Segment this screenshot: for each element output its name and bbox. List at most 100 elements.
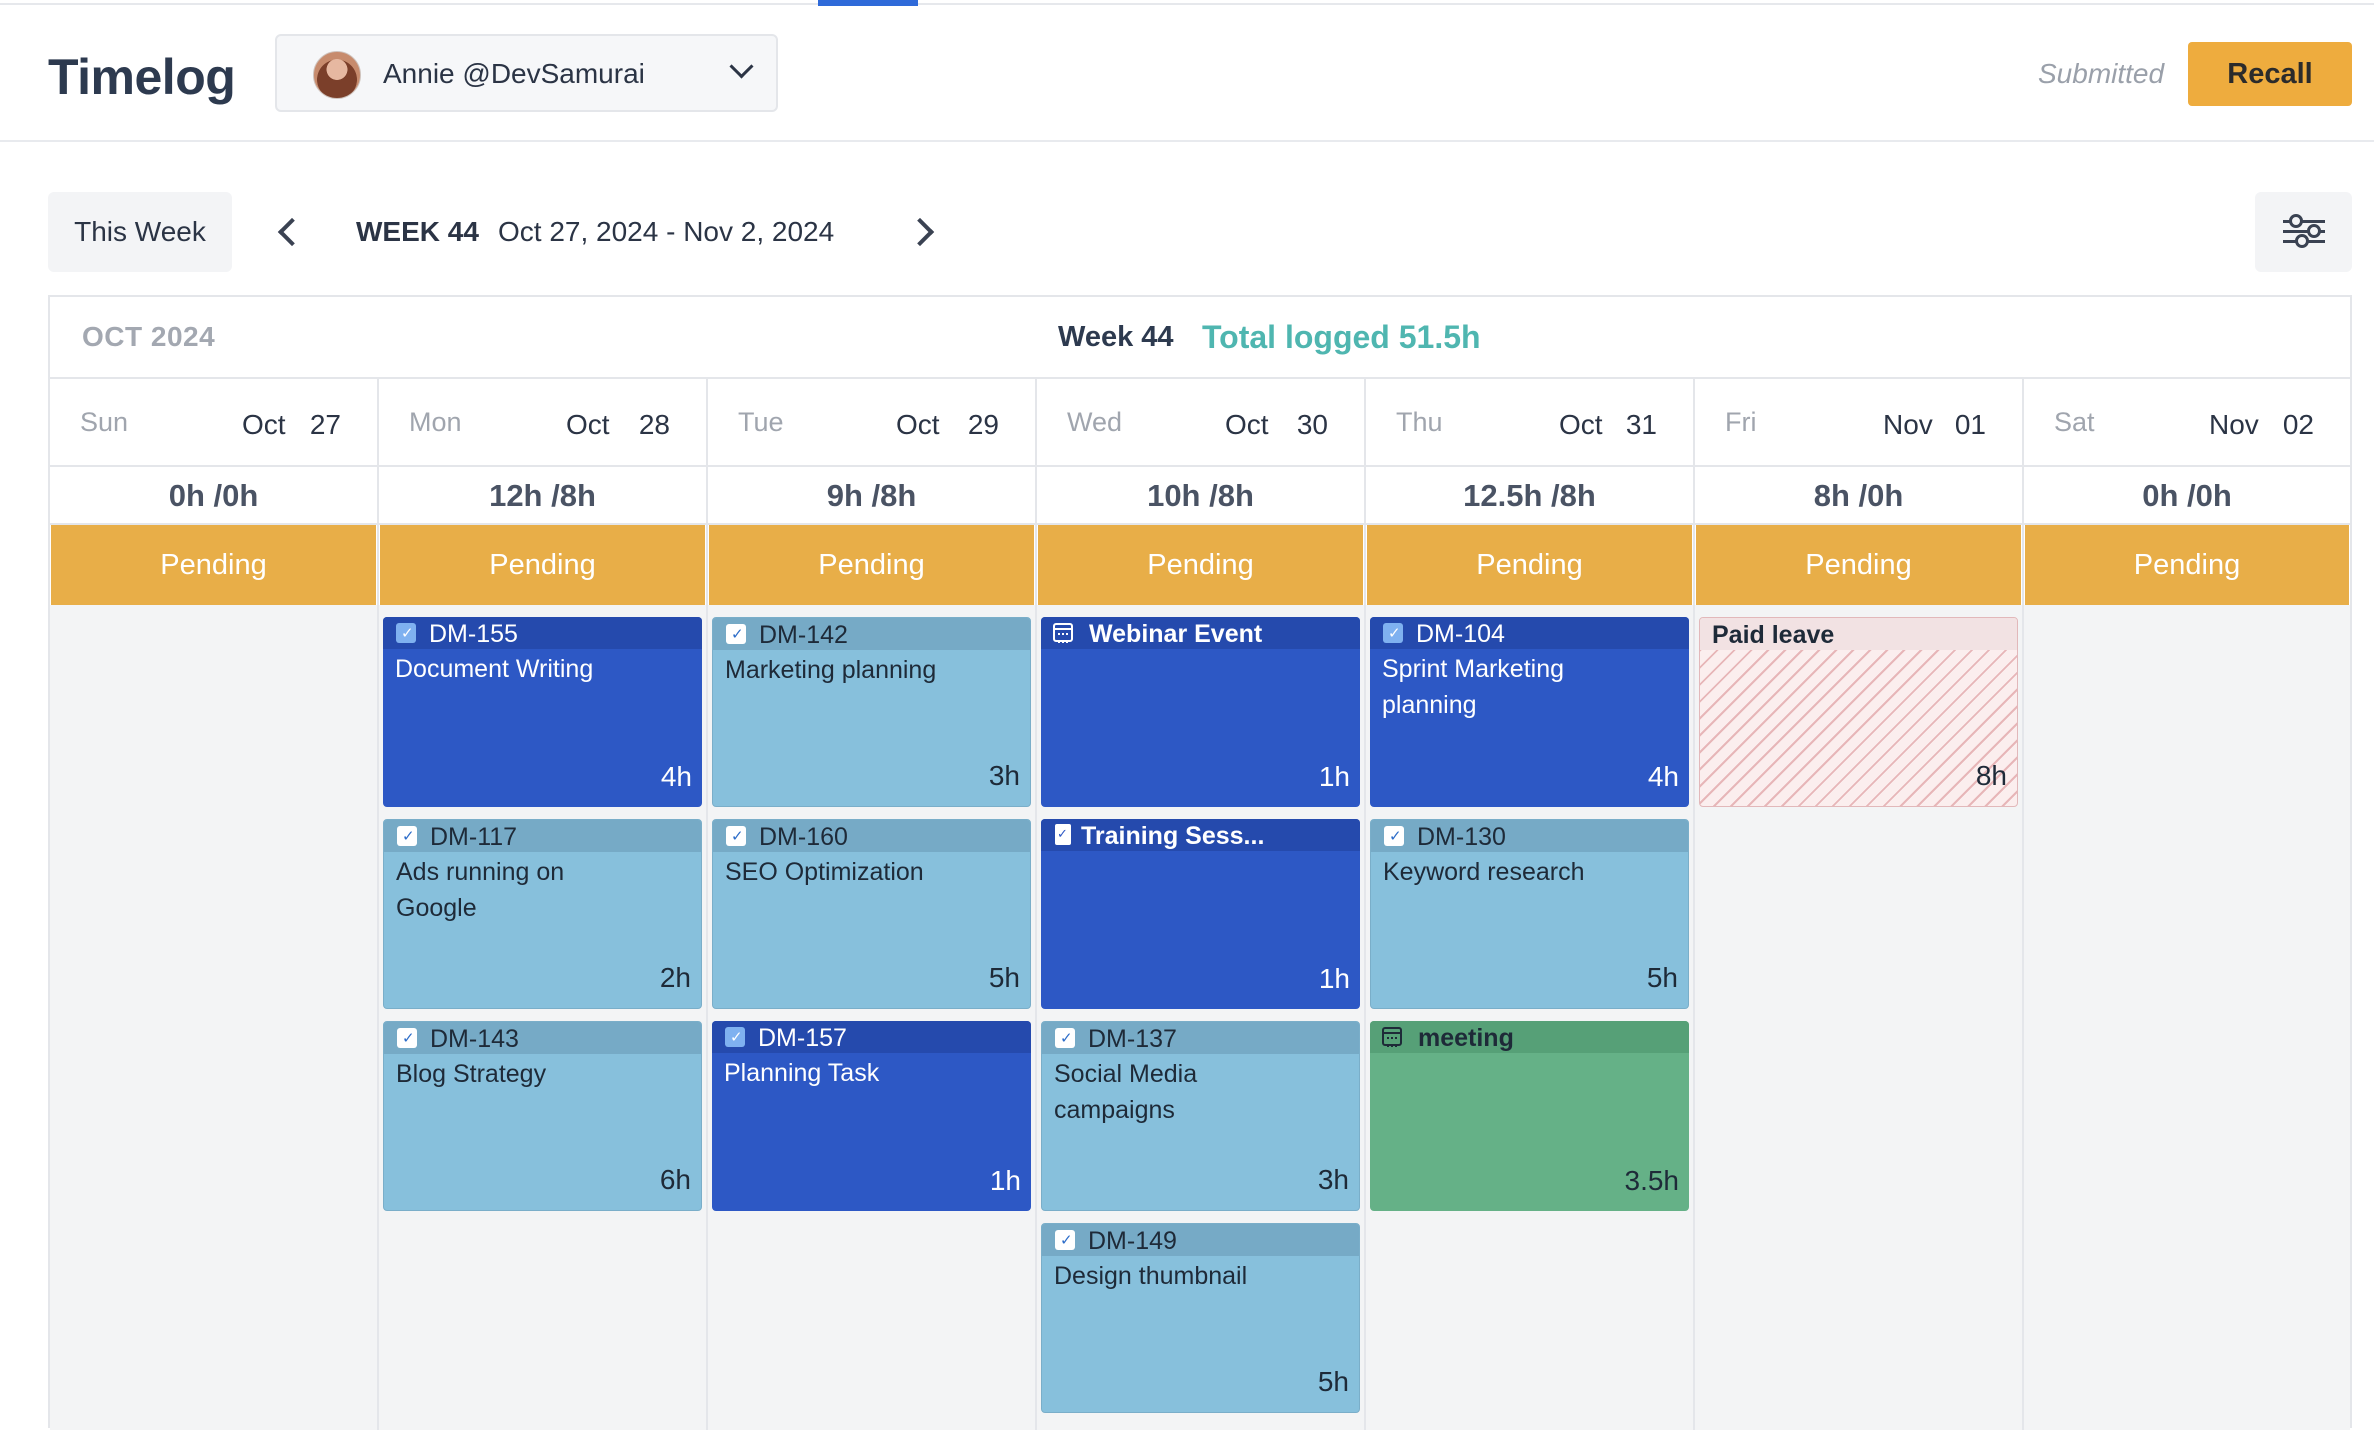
logged-duration: 4h <box>660 761 692 792</box>
chevron-right-icon[interactable] <box>905 217 935 247</box>
issue-title: Document Writing <box>395 655 594 683</box>
day-header: Mon Oct 28 <box>379 379 706 467</box>
worklog-card[interactable]: ✓ DM-155 Document Writing 4h <box>383 617 702 807</box>
day-body[interactable]: Paid leave 8h <box>1695 605 2022 1430</box>
issue-key: DM-149 <box>1088 1227 1177 1255</box>
issue-title: Marketing planning <box>725 656 937 684</box>
issue-key: DM-160 <box>759 823 848 851</box>
month-label: OCT 2024 <box>82 321 216 352</box>
day-status-badge[interactable]: Pending <box>1696 525 2021 605</box>
day-number: 31 <box>1625 409 1657 440</box>
day-number: 30 <box>1296 409 1328 440</box>
day-of-week: Mon <box>409 407 462 437</box>
issue-title: Sprint Marketing planning <box>1382 655 1565 719</box>
worklog-card[interactable]: ✓ DM-142 Marketing planning 3h <box>712 617 1031 807</box>
logged-duration: 1h <box>1318 963 1350 994</box>
day-body[interactable] <box>2024 605 2350 1430</box>
day-month: Oct <box>1559 409 1603 440</box>
day-column-wed: Wed Oct 30 10h /8h Pending Webinar Event… <box>1037 379 1366 1430</box>
day-body[interactable]: ✓ DM-142 Marketing planning 3h ✓ DM-160 … <box>708 605 1035 1430</box>
clipboard-check-icon <box>1055 824 1071 845</box>
day-body[interactable]: Webinar Event 1h Training Sess... 1h ✓ D… <box>1037 605 1364 1430</box>
day-body[interactable]: ✓ DM-104 Sprint Marketing planning 4h ✓ … <box>1366 605 1693 1430</box>
day-hours: 8h /0h <box>1695 467 2022 525</box>
event-title: meeting <box>1418 1024 1514 1052</box>
day-status-badge[interactable]: Pending <box>1367 525 1692 605</box>
logged-duration: 1h <box>989 1165 1021 1196</box>
event-card[interactable]: meeting 3.5h <box>1370 1021 1689 1211</box>
issue-key: DM-143 <box>430 1025 519 1053</box>
day-of-week: Sat <box>2054 407 2095 437</box>
worklog-card[interactable]: ✓ DM-149 Design thumbnail 5h <box>1041 1223 1360 1413</box>
day-number: 01 <box>1954 409 1986 440</box>
checkbox-icon: ✓ <box>1055 1028 1075 1048</box>
worklog-card[interactable]: ✓ DM-160 SEO Optimization 5h <box>712 819 1031 1009</box>
logged-duration: 4h <box>1647 761 1679 792</box>
issue-key: DM-117 <box>430 823 518 851</box>
worklog-card[interactable]: ✓ DM-130 Keyword research 5h <box>1370 819 1689 1009</box>
day-status-badge[interactable]: Pending <box>1038 525 1363 605</box>
day-body[interactable]: ✓ DM-155 Document Writing 4h ✓ DM-117 Ad… <box>379 605 706 1430</box>
checkbox-icon: ✓ <box>726 826 746 846</box>
filter-settings-button[interactable] <box>2255 192 2352 272</box>
issue-key: DM-157 <box>758 1024 847 1052</box>
day-month: Nov <box>2209 409 2259 440</box>
week-number: WEEK 44 <box>356 216 479 247</box>
day-column-thu: Thu Oct 31 12.5h /8h Pending ✓ DM-104 Sp… <box>1366 379 1695 1430</box>
issue-title: Social Media campaigns <box>1054 1060 1198 1124</box>
user-selector[interactable]: Annie @DevSamurai <box>275 34 778 112</box>
day-status-badge[interactable]: Pending <box>380 525 705 605</box>
day-month: Oct <box>566 409 610 440</box>
worklog-card[interactable]: ✓ DM-137 Social Media campaigns 3h <box>1041 1021 1360 1211</box>
day-status-badge[interactable]: Pending <box>709 525 1034 605</box>
page-title: Timelog <box>48 49 236 105</box>
active-tab-indicator <box>818 0 918 6</box>
this-week-button[interactable]: This Week <box>48 192 232 272</box>
worklog-card[interactable]: ✓ DM-104 Sprint Marketing planning 4h <box>1370 617 1689 807</box>
day-header: Sat Nov 02 <box>2024 379 2350 467</box>
issue-key: DM-142 <box>759 621 848 649</box>
logged-duration: 5h <box>1646 962 1678 993</box>
calendar-summary-bar: OCT 2024 Week 44 Total logged 51.5h <box>50 297 2350 379</box>
day-hours: 10h /8h <box>1037 467 1364 525</box>
day-header: Tue Oct 29 <box>708 379 1035 467</box>
logged-duration: 1h <box>1318 761 1350 792</box>
day-number: 28 <box>638 409 670 440</box>
issue-key: DM-137 <box>1088 1025 1177 1053</box>
chevron-down-icon <box>729 54 754 79</box>
avatar <box>313 51 361 99</box>
day-column-sun: Sun Oct 27 0h /0h Pending <box>50 379 379 1430</box>
issue-title: Planning Task <box>724 1059 880 1087</box>
day-header: Thu Oct 31 <box>1366 379 1693 467</box>
day-status-badge[interactable]: Pending <box>2025 525 2349 605</box>
event-card[interactable]: Webinar Event 1h <box>1041 617 1360 807</box>
chevron-left-icon[interactable] <box>277 217 307 247</box>
worklog-card[interactable]: ✓ DM-117 Ads running on Google 2h <box>383 819 702 1009</box>
event-card[interactable]: Training Sess... 1h <box>1041 819 1360 1009</box>
day-of-week: Tue <box>738 407 784 437</box>
day-number: 27 <box>309 409 341 440</box>
leave-card[interactable]: Paid leave 8h <box>1699 617 2018 807</box>
day-hours: 0h /0h <box>50 467 377 525</box>
day-body[interactable] <box>50 605 377 1430</box>
day-month: Oct <box>1225 409 1269 440</box>
day-status-badge[interactable]: Pending <box>51 525 376 605</box>
day-column-fri: Fri Nov 01 8h /0h Pending Paid leave 8h <box>1695 379 2024 1430</box>
day-header: Sun Oct 27 <box>50 379 377 467</box>
checkbox-icon: ✓ <box>725 1027 745 1047</box>
worklog-card[interactable]: ✓ DM-157 Planning Task 1h <box>712 1021 1031 1211</box>
day-of-week: Thu <box>1396 407 1443 437</box>
recall-button[interactable]: Recall <box>2188 42 2352 106</box>
day-hours: 9h /8h <box>708 467 1035 525</box>
submission-status: Submitted <box>2038 58 2165 89</box>
day-header: Wed Oct 30 <box>1037 379 1364 467</box>
day-column-tue: Tue Oct 29 9h /8h Pending ✓ DM-142 Marke… <box>708 379 1037 1430</box>
logged-duration: 8h <box>1975 760 2007 791</box>
logged-duration: 2h <box>659 962 691 993</box>
worklog-card[interactable]: ✓ DM-143 Blog Strategy 6h <box>383 1021 702 1211</box>
day-month: Nov <box>1883 409 1933 440</box>
page-header: Timelog Annie @DevSamurai Submitted Reca… <box>0 6 2374 142</box>
checkbox-icon: ✓ <box>397 826 417 846</box>
issue-title: Ads running on Google <box>396 858 565 922</box>
day-of-week: Sun <box>80 407 129 437</box>
